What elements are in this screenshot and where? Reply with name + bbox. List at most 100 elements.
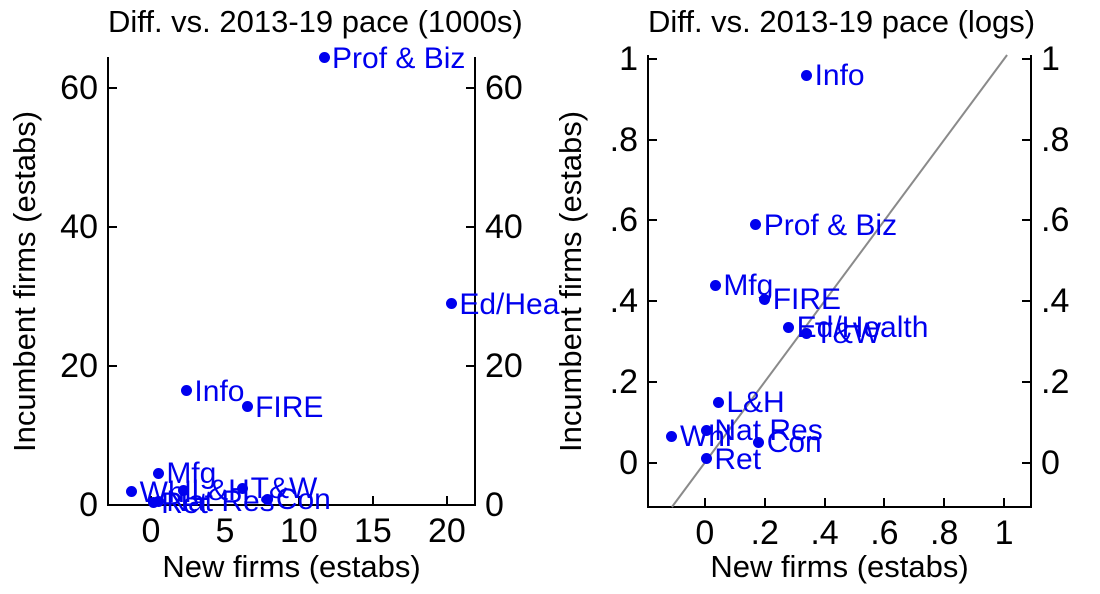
y-tick-label-left: .8 (609, 120, 638, 159)
y-tick-label-right: .4 (1041, 282, 1070, 321)
x-tick-label: 5 (215, 512, 235, 550)
data-point-label: Nat Res (166, 485, 275, 519)
data-point-label: Prof & Biz (763, 208, 898, 242)
data-point-label: Ret (161, 486, 208, 520)
x-tick-label: .6 (870, 514, 899, 552)
y-tick-label-right: 0 (485, 486, 504, 524)
data-point-label: Nat Res (714, 414, 823, 448)
y-tick-left (648, 461, 657, 464)
data-point-label: T&W (250, 472, 318, 506)
y-tick-label-right: 1 (1041, 40, 1060, 79)
y-tick-left (648, 58, 657, 61)
data-point-info (180, 385, 192, 397)
data-point-label: Prof & Biz (332, 41, 466, 75)
data-point-t-w (801, 327, 813, 339)
x-axis-line (647, 506, 1032, 508)
y-tick-label-left: 1 (619, 40, 638, 79)
x-axis-label-logs: New firms (estabs) (710, 549, 969, 584)
y-tick-label-left: .6 (609, 201, 638, 240)
y-tick-right (1022, 138, 1031, 141)
data-point-prof-biz (318, 52, 330, 64)
x-tick-label: 20 (427, 512, 466, 550)
data-point-l-h (712, 396, 724, 408)
data-point-label: Info (194, 374, 245, 408)
y-tick-label-right: 40 (485, 207, 523, 246)
y-tick-right (1022, 380, 1031, 383)
data-point-ret (700, 453, 712, 465)
data-point-label: Ed/Hea (459, 287, 560, 321)
x-tick (1003, 498, 1006, 507)
x-tick-label: 0 (141, 512, 161, 550)
forty-five-degree-line (671, 54, 1008, 508)
data-point-mfg (709, 279, 721, 291)
y-tick-right (1022, 461, 1031, 464)
x-tick (223, 496, 226, 505)
y-tick-left (648, 380, 657, 383)
data-point-label: Info (814, 59, 865, 93)
y-axis-line-right (474, 57, 476, 506)
data-point-whl (126, 486, 138, 498)
y-tick-right (1022, 58, 1031, 61)
y-tick-right (466, 225, 475, 228)
y-tick-label-right: .6 (1041, 201, 1070, 240)
x-tick (763, 498, 766, 507)
x-tick-label: .8 (930, 514, 959, 552)
data-point-label: L&H (726, 386, 785, 420)
data-point-label: Mfg (166, 457, 217, 490)
y-tick-label-right: 60 (485, 68, 523, 107)
x-tick-label: 0 (695, 514, 715, 552)
data-point-label: L&H (191, 474, 250, 508)
x-tick (445, 496, 448, 505)
data-point-info (801, 69, 813, 81)
y-tick-label-left: 0 (79, 486, 98, 524)
y-tick-left (648, 300, 657, 303)
data-point-label: Con (275, 483, 331, 517)
data-point-label: Ed/Health (796, 311, 929, 345)
y-tick-left (108, 86, 117, 89)
y-tick-label-left: .2 (609, 362, 638, 401)
data-point-label: Ret (714, 442, 762, 476)
x-tick (943, 498, 946, 507)
y-tick-right (466, 504, 475, 506)
x-tick (823, 498, 826, 507)
y-tick-right (466, 86, 475, 89)
x-tick-label: 1 (994, 514, 1014, 552)
data-point-label: Con (766, 426, 822, 460)
data-point-t-w (237, 482, 249, 494)
y-tick-right (466, 364, 475, 367)
x-tick (297, 496, 300, 505)
y-tick-label-left: 20 (60, 346, 98, 385)
x-axis-label-levels: New firms (estabs) (162, 549, 421, 584)
data-point-ed-hea (445, 298, 457, 310)
data-point-ret (147, 497, 159, 509)
data-point-label: Whl (679, 420, 732, 454)
data-point-nat-res (700, 424, 712, 436)
data-point-mfg (152, 467, 164, 479)
data-point-whl (666, 430, 678, 442)
y-tick-label-left: 60 (60, 68, 98, 107)
x-tick (371, 496, 374, 505)
x-tick-label: .2 (750, 514, 779, 552)
y-tick-left (108, 225, 117, 228)
data-point-con (753, 436, 765, 448)
y-axis-line-right (1030, 55, 1032, 508)
y-axis-line-left (647, 55, 649, 508)
data-point-label: FIRE (255, 390, 324, 424)
x-tick-label: 10 (279, 512, 318, 550)
data-point-l-h (177, 484, 189, 496)
y-tick-label-right: .2 (1041, 362, 1070, 401)
x-tick-label: .4 (810, 514, 839, 552)
x-tick (883, 498, 886, 507)
y-tick-right (1022, 300, 1031, 303)
x-tick (703, 498, 706, 507)
y-tick-label-right: 0 (1041, 443, 1060, 482)
x-tick-label: 15 (353, 512, 392, 550)
y-tick-label-left: 0 (619, 443, 638, 482)
y-tick-left (648, 219, 657, 222)
data-point-fire (759, 293, 771, 305)
x-axis-line (107, 504, 476, 506)
y-tick-right (1022, 219, 1031, 222)
data-point-ed-health (783, 321, 795, 333)
data-point-label: FIRE (772, 283, 842, 317)
